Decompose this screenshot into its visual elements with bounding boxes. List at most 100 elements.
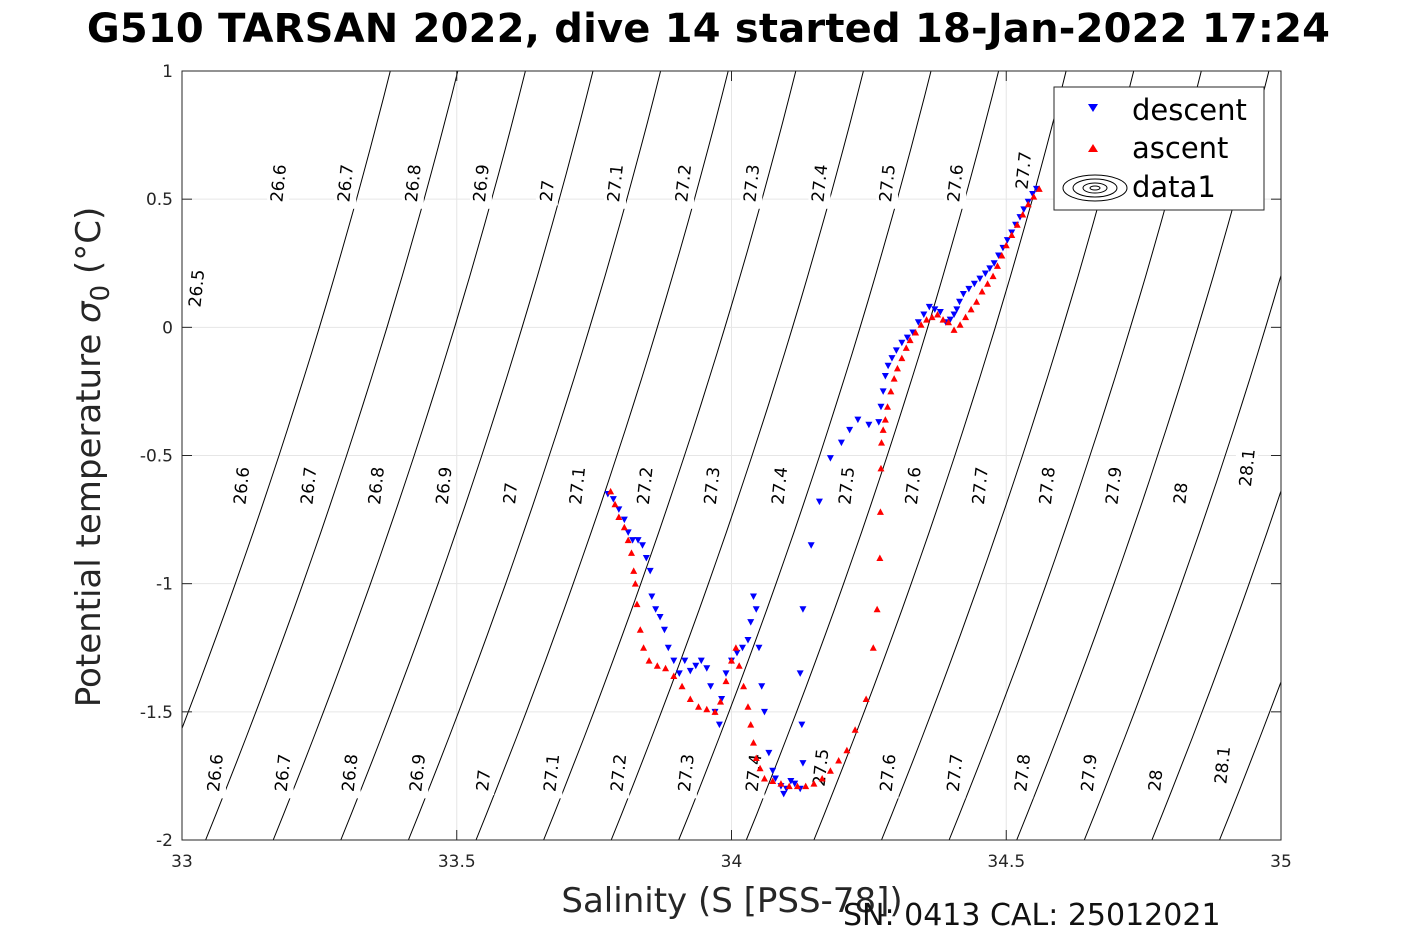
contour-label: 27.2	[607, 753, 631, 793]
point-ascent	[1008, 231, 1016, 239]
contour-label-bg	[604, 158, 627, 209]
point-descent	[747, 619, 755, 626]
contour-label-bg	[740, 158, 763, 209]
point-descent	[846, 426, 854, 434]
point-descent	[879, 388, 887, 395]
point-descent	[865, 421, 873, 429]
point-ascent	[902, 344, 910, 351]
contour-label: 26.8	[339, 753, 363, 793]
point-descent	[815, 498, 823, 506]
contour-label: 27.9	[1078, 753, 1102, 793]
point-descent	[950, 311, 958, 319]
point-descent	[799, 606, 807, 613]
point-descent	[970, 280, 978, 288]
point-ascent	[989, 272, 997, 280]
contour-label: 27	[473, 769, 495, 793]
contour-label: 28	[1145, 769, 1167, 793]
contour-label: 27	[500, 482, 522, 506]
y-tick-label: -2	[156, 831, 173, 851]
point-descent	[722, 670, 730, 677]
contour-label: 27.5	[810, 748, 834, 788]
point-descent	[936, 308, 944, 316]
point-ascent	[624, 536, 632, 544]
point-ascent	[810, 780, 818, 787]
contour-label: 27.6	[902, 466, 926, 506]
point-descent	[875, 419, 883, 426]
point-ascent	[760, 774, 768, 782]
contour-label: 26.9	[406, 753, 430, 793]
point-ascent	[945, 318, 953, 326]
point-ascent	[873, 605, 881, 613]
contour-label-bg	[472, 767, 495, 796]
contour-label-bg	[808, 158, 831, 209]
contour-label: 27.7	[969, 466, 993, 506]
point-ascent	[973, 298, 981, 305]
point-ascent	[627, 549, 635, 556]
contour-label: 27.1	[604, 163, 628, 203]
point-ascent	[835, 757, 843, 764]
contour-label-bg	[1077, 748, 1100, 799]
point-ascent	[631, 580, 639, 587]
point-descent	[920, 311, 928, 319]
point-descent	[892, 347, 900, 354]
y-tick-label: -1	[156, 575, 173, 595]
contour-label-bg	[230, 461, 253, 512]
contour-label-bg	[968, 461, 991, 512]
contour-line	[407, 71, 662, 840]
point-descent	[703, 665, 711, 672]
point-descent	[787, 778, 795, 785]
contour-label-bg	[364, 461, 387, 512]
point-descent	[877, 403, 885, 411]
contour-label: 27.1	[566, 466, 590, 506]
contour-line	[340, 71, 594, 840]
point-ascent	[876, 554, 884, 562]
point-descent	[686, 667, 694, 675]
x-tick-label: 33.5	[438, 852, 476, 872]
contour-label: 27.4	[743, 753, 767, 793]
point-descent	[965, 285, 973, 293]
point-ascent	[1024, 200, 1032, 208]
point-descent	[1003, 237, 1011, 244]
point-ascent	[607, 487, 615, 495]
point-descent	[981, 270, 989, 278]
point-descent	[752, 606, 760, 613]
x-tick-label: 33	[171, 852, 193, 872]
contour-label: 26.7	[272, 753, 296, 793]
contour-label-bg	[633, 461, 656, 512]
point-ascent	[967, 305, 975, 313]
point-ascent	[615, 513, 623, 521]
contour-label-bg	[566, 461, 589, 512]
contour-label: 27.7	[944, 753, 968, 793]
point-descent	[925, 303, 933, 311]
point-descent	[914, 319, 922, 326]
point-descent	[624, 529, 632, 536]
point-ascent	[695, 703, 703, 710]
point-ascent	[611, 500, 619, 508]
point-ascent	[851, 726, 859, 733]
point-descent	[675, 670, 683, 677]
contour-label-bg	[674, 748, 697, 799]
contour-label: 26.6	[267, 163, 291, 203]
x-axis-label: Salinity (S [PSS-78])	[561, 881, 902, 921]
point-descent	[758, 683, 766, 690]
contour-label-bg	[203, 748, 226, 799]
point-ascent	[1019, 211, 1027, 218]
point-descent	[798, 721, 806, 729]
contour-label-bg	[499, 479, 522, 508]
point-descent	[755, 644, 763, 652]
contour-label-bg	[535, 177, 558, 206]
contour-label-bg	[271, 748, 294, 799]
contour-label-bg	[1211, 740, 1234, 791]
point-ascent	[878, 439, 886, 446]
contour-label: 26.6	[204, 753, 228, 793]
legend-descent-label: descent	[1132, 93, 1247, 127]
point-descent	[956, 298, 964, 306]
series-descent	[604, 185, 1040, 798]
point-ascent	[1002, 241, 1010, 249]
point-ascent	[962, 313, 970, 321]
point-descent	[884, 362, 892, 370]
contour-label: 28.1	[1211, 745, 1235, 785]
point-ascent	[703, 705, 711, 713]
y-tick-label: 0.5	[146, 190, 173, 210]
point-ascent	[862, 695, 870, 703]
